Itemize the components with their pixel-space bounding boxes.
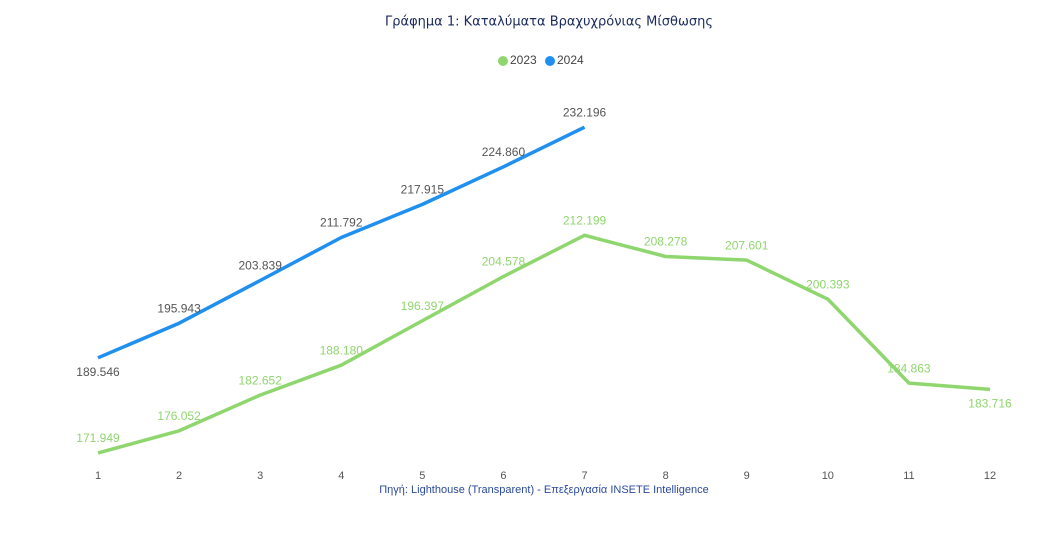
x-tick-label: 11 (903, 470, 914, 482)
data-label: 188.180 (320, 343, 364, 357)
data-label: 212.199 (563, 213, 607, 227)
data-label: 211.792 (320, 216, 363, 230)
data-label: 232.196 (563, 105, 607, 119)
legend-label: 2024 (557, 53, 584, 67)
legend-label: 2023 (510, 53, 537, 67)
x-tick-label: 6 (500, 470, 506, 482)
line-series (97, 125, 586, 360)
line-series (97, 233, 991, 455)
data-label: 196.397 (401, 299, 445, 313)
data-label: 184.863 (887, 361, 931, 375)
x-tick-label: 2 (176, 470, 182, 482)
legend-marker (545, 56, 555, 66)
data-label: 207.601 (725, 238, 769, 252)
data-label: 203.839 (238, 259, 282, 273)
chart-title: Γράφημα 1: Καταλύματα Βραχυχρόνιας Μίσθω… (385, 15, 713, 30)
x-tick-label: 7 (581, 470, 587, 482)
legend-marker (498, 56, 508, 66)
x-tick-label: 12 (984, 470, 996, 482)
x-tick-label: 8 (663, 470, 669, 482)
data-label: 204.578 (482, 255, 526, 269)
data-label: 183.716 (968, 396, 1012, 410)
x-tick-label: 4 (338, 470, 344, 482)
data-label: 176.052 (157, 409, 201, 423)
x-tick-label: 1 (95, 470, 101, 482)
data-label: 208.278 (644, 235, 688, 249)
data-label: 182.652 (238, 373, 282, 387)
x-tick-label: 10 (822, 470, 834, 482)
data-label: 171.949 (76, 431, 120, 445)
data-label: 189.546 (76, 365, 120, 379)
x-tick-label: 3 (257, 470, 263, 482)
x-tick-label: 9 (744, 470, 750, 482)
source-note: Πηγή: Lighthouse (Transparent) - Επεξεργ… (379, 484, 709, 496)
x-tick-label: 5 (419, 470, 425, 482)
data-label: 217.915 (401, 183, 445, 197)
data-label: 224.860 (482, 145, 526, 159)
data-label: 195.943 (157, 301, 201, 315)
data-label: 200.393 (806, 277, 850, 291)
